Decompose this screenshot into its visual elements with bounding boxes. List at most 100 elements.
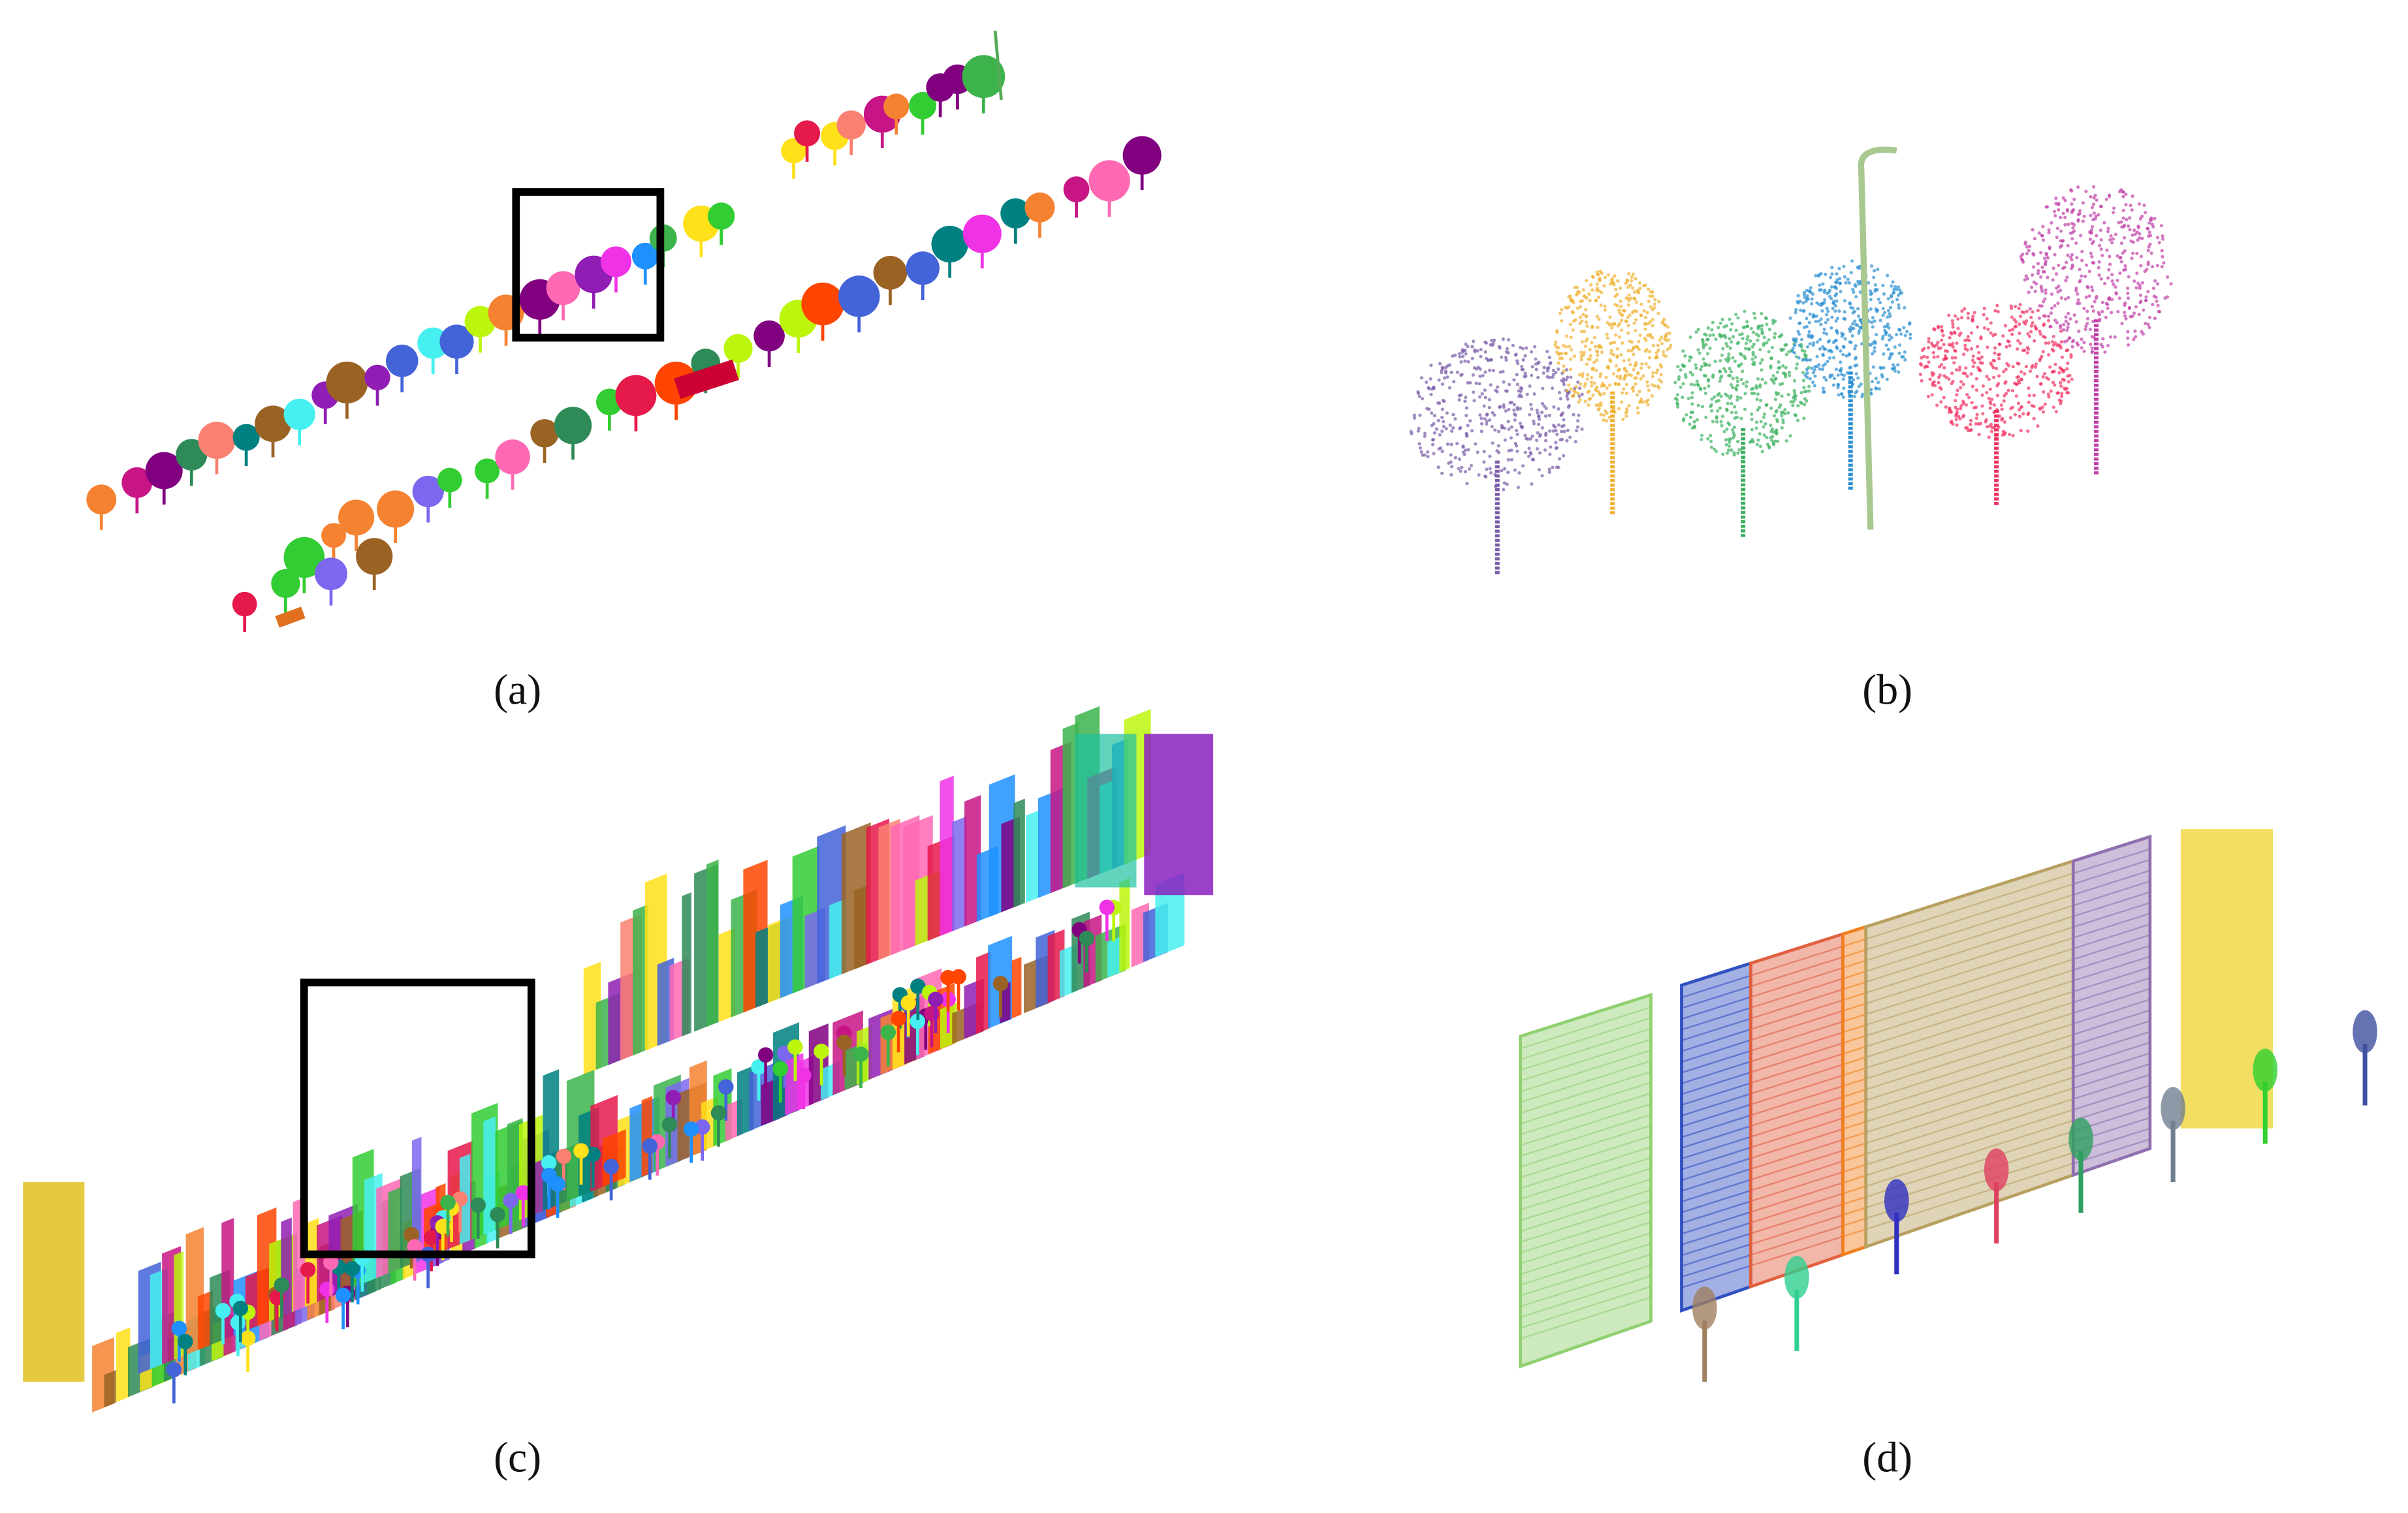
point (1610, 326, 1614, 330)
point (1520, 364, 1524, 369)
point (1626, 285, 1630, 289)
point (1704, 343, 1708, 347)
point (1780, 426, 1784, 430)
point (1784, 439, 1788, 443)
point (2146, 260, 2150, 264)
point (1974, 377, 1978, 381)
point (1491, 341, 1495, 345)
point (1931, 373, 1935, 377)
point (1783, 408, 1787, 412)
point (1818, 367, 1822, 371)
point (1474, 381, 1478, 385)
point (1515, 373, 1519, 377)
point (1466, 345, 1470, 349)
point (2147, 221, 2151, 225)
point (1616, 279, 1620, 283)
point (1664, 323, 1668, 328)
point (2046, 275, 2050, 279)
point (1553, 343, 1557, 347)
point (1536, 411, 1540, 415)
facade-row (2072, 966, 2151, 993)
point (1954, 356, 1957, 360)
point (1893, 345, 1897, 349)
point (2021, 252, 2025, 257)
point (1502, 467, 1507, 471)
facade-row (2072, 923, 2151, 950)
point (1651, 290, 1655, 294)
point (1547, 413, 1551, 418)
facade-row (1843, 1217, 1867, 1227)
point (1792, 391, 1797, 395)
point (2140, 281, 2144, 285)
point (2100, 300, 2104, 304)
point (1504, 409, 1508, 413)
point (1997, 342, 2001, 346)
point (1772, 335, 1777, 339)
point (1578, 321, 1582, 325)
point (1936, 326, 1941, 330)
facade-row (1865, 1055, 2074, 1123)
point (1843, 317, 1847, 321)
point (2045, 253, 2049, 257)
point (2041, 375, 2045, 379)
facade-row (2072, 901, 2151, 928)
point (1506, 458, 1510, 461)
point (1703, 391, 1707, 396)
point (1572, 354, 1577, 358)
point (1591, 324, 1594, 328)
point (2147, 245, 2151, 249)
point (1954, 399, 1957, 403)
point (2138, 293, 2143, 297)
point (1465, 434, 1469, 438)
point (1873, 289, 1877, 293)
point (1537, 468, 1541, 472)
point (1936, 340, 1940, 345)
point (1458, 355, 1462, 359)
point (1980, 361, 1984, 365)
point (2051, 369, 2055, 373)
point (1980, 355, 1984, 359)
point (1507, 407, 1511, 412)
point (1646, 403, 1650, 407)
point (1798, 343, 1801, 347)
point (1482, 450, 1486, 454)
point (1806, 297, 1810, 301)
point (1554, 429, 1558, 433)
point (2116, 309, 2120, 314)
point (1576, 380, 1580, 384)
point (1805, 399, 1809, 403)
tree-crown (255, 405, 291, 443)
point (1444, 366, 1448, 369)
point (1632, 367, 1636, 372)
point (1961, 382, 1965, 386)
point (1569, 375, 1573, 379)
point (1709, 445, 1713, 449)
point (1941, 334, 1945, 337)
point (1485, 422, 1489, 426)
point (2070, 377, 2074, 381)
point (1540, 474, 1544, 478)
point (1577, 400, 1581, 404)
point (1850, 334, 1854, 338)
point (1512, 403, 1516, 407)
point (1966, 316, 1970, 320)
point (1541, 386, 1545, 390)
building (1144, 734, 1214, 896)
point (2109, 234, 2113, 238)
point (1568, 345, 1572, 349)
facade-row (1520, 1167, 1651, 1211)
facade-row (2072, 1084, 2151, 1111)
tree-crown (600, 246, 631, 277)
point (1540, 401, 1544, 405)
point (1946, 349, 1950, 353)
point (1523, 450, 1527, 454)
point (1963, 307, 1967, 311)
facade-row (1520, 1070, 1651, 1114)
point (1752, 360, 1756, 364)
point (2141, 332, 2146, 336)
point (1483, 388, 1487, 392)
point (1582, 351, 1586, 354)
point (1574, 439, 1577, 444)
point (1762, 433, 1766, 437)
point (1769, 429, 1773, 433)
